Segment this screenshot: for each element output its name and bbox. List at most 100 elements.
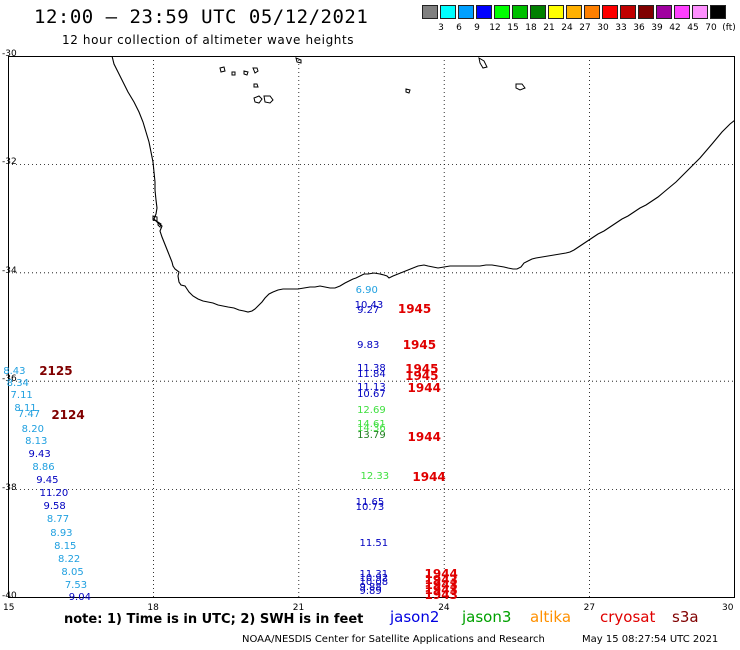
swh-value: 10.43 bbox=[354, 300, 384, 312]
latitude-label: -30 bbox=[2, 49, 17, 59]
latitude-label: -34 bbox=[2, 265, 17, 276]
observation-time: 1945 bbox=[397, 302, 432, 317]
colorbar-label: 12 bbox=[489, 23, 501, 33]
swh-value: 12.69 bbox=[357, 405, 386, 416]
colorbar-swatch bbox=[512, 5, 528, 19]
observation-time: 2124 bbox=[51, 407, 85, 422]
swh-value: 10.67 bbox=[357, 388, 386, 400]
swh-value: 8.86 bbox=[32, 461, 55, 473]
swh-value: 6.90 bbox=[355, 284, 378, 296]
map-frame bbox=[8, 56, 735, 598]
swh-value: 11.51 bbox=[359, 537, 389, 549]
colorbar-label: 42 bbox=[669, 23, 681, 33]
swh-value: 10.73 bbox=[355, 502, 385, 514]
colorbar-label: 9 bbox=[474, 23, 480, 33]
colorbar-swatch bbox=[656, 5, 672, 19]
colorbar-label: 33 bbox=[615, 23, 627, 33]
longitude-label: 27 bbox=[583, 603, 596, 613]
swh-value: 7.11 bbox=[10, 390, 33, 402]
map-panel bbox=[8, 56, 735, 598]
colorbar-swatch bbox=[710, 5, 726, 19]
swh-value: 9.58 bbox=[43, 500, 66, 512]
observation-time: 1945 bbox=[405, 361, 439, 376]
colorbar-swatch bbox=[530, 5, 546, 19]
latitude-label: -40 bbox=[2, 591, 17, 601]
legend-jason3: jason3 bbox=[462, 608, 512, 626]
swh-value: 13.79 bbox=[357, 430, 386, 442]
colorbar-swatch bbox=[440, 5, 456, 19]
colorbar-swatch bbox=[458, 5, 474, 19]
swh-value: 14.36 bbox=[357, 422, 386, 434]
colorbar-swatch bbox=[422, 5, 438, 19]
swh-value: 9.27 bbox=[357, 304, 380, 316]
colorbar-label: 6 bbox=[456, 23, 462, 33]
footnote: note: 1) Time is in UTC; 2) SWH is in fe… bbox=[64, 612, 364, 627]
observation-time: 1943 bbox=[424, 577, 458, 592]
colorbar-swatch bbox=[674, 5, 690, 19]
colorbar-label: 3 bbox=[438, 23, 444, 33]
swh-value: 9.43 bbox=[28, 449, 51, 461]
longitude-label: 30 bbox=[722, 603, 734, 613]
swh-value: 11.31 bbox=[359, 568, 389, 580]
swh-value: 9.88 bbox=[359, 581, 382, 593]
swh-value: 10.08 bbox=[359, 577, 389, 589]
colorbar-label: 24 bbox=[561, 23, 573, 33]
observation-time: 1943 bbox=[424, 583, 458, 598]
colorbar-swatch bbox=[620, 5, 636, 19]
colorbar-swatch bbox=[476, 5, 492, 19]
swh-value: 8.22 bbox=[58, 553, 81, 565]
swh-value: 10.92 bbox=[359, 573, 389, 585]
swh-value: 11.65 bbox=[355, 496, 385, 508]
colorbar-label: 27 bbox=[579, 23, 591, 33]
colorbar-swatch bbox=[692, 5, 708, 19]
swh-value: 11.38 bbox=[357, 363, 386, 375]
colorbar-label: 45 bbox=[687, 23, 699, 33]
observation-time: 1943 bbox=[424, 587, 458, 602]
island-small bbox=[152, 215, 162, 228]
observation-time: 1944 bbox=[424, 566, 458, 581]
map-title: 12:00 – 23:59 UTC 05/12/2021 bbox=[34, 6, 369, 28]
colorbar-swatch bbox=[638, 5, 654, 19]
swh-value: 7.47 bbox=[17, 408, 41, 420]
swh-value: 14.61 bbox=[357, 418, 386, 430]
colorbar-label: 36 bbox=[633, 23, 645, 33]
swh-value: 9.89 bbox=[359, 586, 382, 598]
swh-value: 8.15 bbox=[54, 540, 77, 552]
swh-value: 8.11 bbox=[14, 403, 37, 415]
colorbar-label: 30 bbox=[597, 23, 609, 33]
swh-value: 11.20 bbox=[39, 487, 69, 499]
colorbar-swatch bbox=[494, 5, 510, 19]
swh-value: 8.34 bbox=[6, 377, 29, 389]
observation-time: 1944 bbox=[407, 380, 441, 395]
colorbar-swatch bbox=[602, 5, 618, 19]
longitude-label: 18 bbox=[147, 603, 159, 613]
legend-jason2: jason2 bbox=[390, 608, 440, 626]
swh-value: 8.93 bbox=[50, 527, 73, 539]
swh-value: 11.13 bbox=[357, 381, 386, 393]
latitude-label: -32 bbox=[2, 157, 17, 168]
island bbox=[219, 56, 526, 104]
swh-value: 9.83 bbox=[357, 339, 380, 351]
colorbar-swatch bbox=[548, 5, 564, 19]
observation-time: 2125 bbox=[39, 364, 73, 379]
colorbar-swatch bbox=[566, 5, 582, 19]
coastline bbox=[111, 56, 735, 313]
latitude-label: -36 bbox=[2, 374, 17, 385]
swh-value: 8.20 bbox=[21, 423, 44, 435]
colorbar-label: 70 bbox=[705, 23, 717, 33]
colorbar-label: 21 bbox=[543, 23, 555, 33]
longitude-label: 15 bbox=[3, 603, 15, 613]
observation-time: 1944 bbox=[407, 430, 441, 445]
swh-value: 9.04 bbox=[68, 592, 91, 603]
longitude-label: 24 bbox=[438, 603, 450, 613]
map-subtitle: 12 hour collection of altimeter wave hei… bbox=[62, 33, 355, 47]
swh-value: 8.77 bbox=[46, 514, 70, 526]
colorbar-label: 18 bbox=[525, 23, 537, 33]
observation-time: 1943 bbox=[424, 572, 458, 587]
swh-value: 9.45 bbox=[36, 474, 59, 486]
swh-value: 8.05 bbox=[61, 566, 84, 578]
legend-cryosat: cryosat bbox=[600, 608, 656, 626]
colorbar-label: (ft) bbox=[722, 23, 736, 33]
footer-timestamp: May 15 08:27:54 UTC 2021 bbox=[582, 634, 719, 645]
observation-time: 1945 bbox=[402, 337, 437, 352]
